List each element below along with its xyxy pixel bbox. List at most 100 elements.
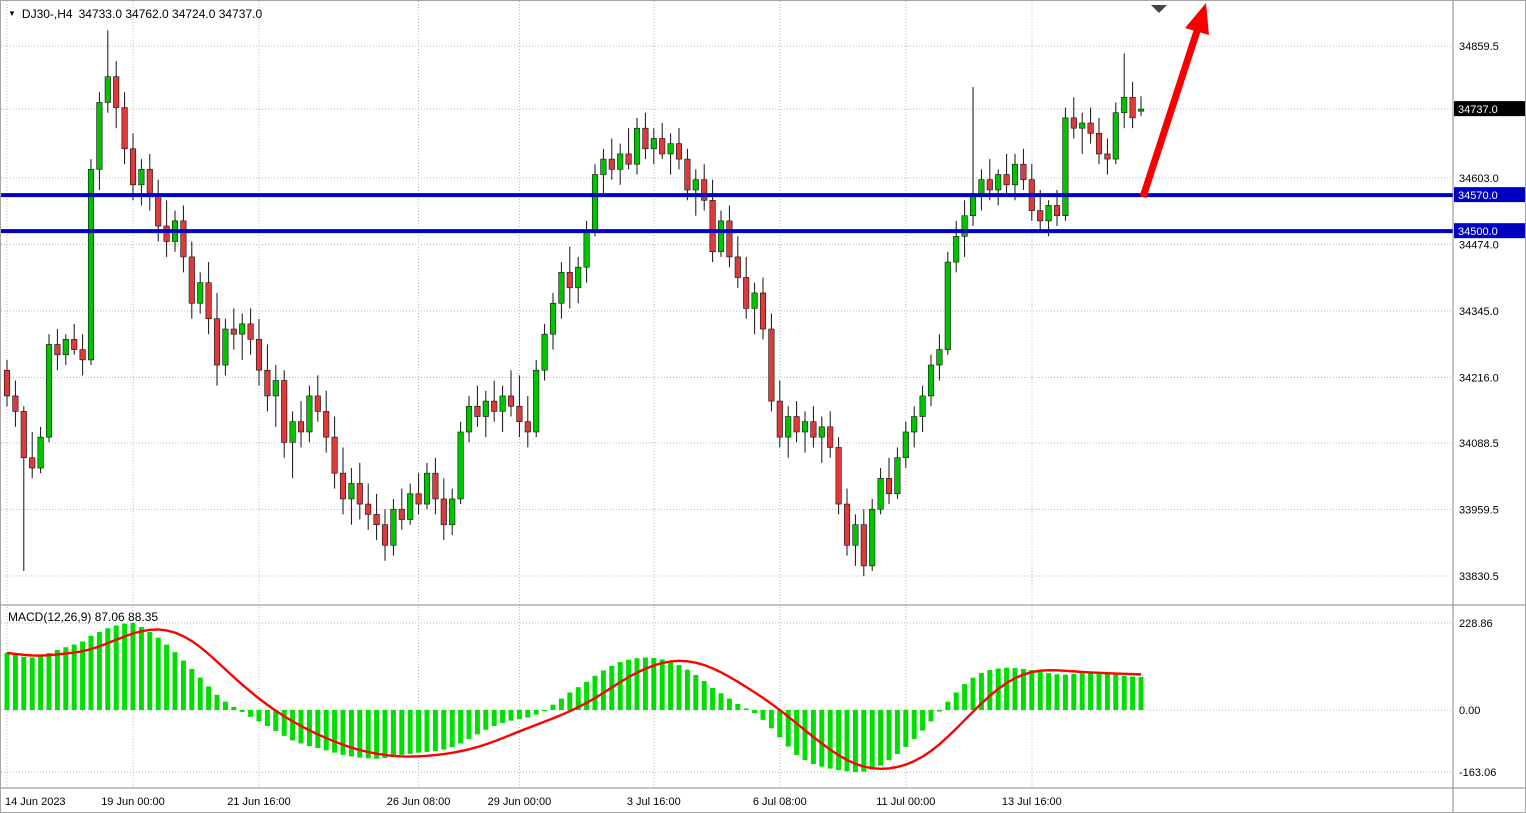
candle-bearish bbox=[885, 457, 893, 505]
candle-bullish bbox=[37, 426, 44, 474]
candle-bullish bbox=[633, 117, 641, 175]
candle-bearish bbox=[474, 385, 481, 427]
candle-bullish bbox=[45, 334, 53, 443]
candle-bearish bbox=[3, 359, 11, 407]
macd-indicator-label: MACD(12,26,9) 87.06 88.35 bbox=[8, 610, 159, 624]
candle-bearish bbox=[247, 308, 254, 355]
candle-bullish bbox=[927, 354, 935, 407]
candle-bullish bbox=[911, 406, 918, 448]
candle-bearish bbox=[1095, 117, 1103, 165]
candle-bearish bbox=[365, 483, 372, 530]
candle-bearish bbox=[608, 138, 615, 180]
candle-bullish bbox=[499, 385, 506, 432]
support-resistance-lines[interactable] bbox=[1, 193, 1453, 234]
price-axis[interactable]: 34859.5 34737.0 34603.0 34474.0 34345.0 34216… bbox=[1454, 41, 1526, 779]
candle-bullish bbox=[575, 256, 582, 304]
level-price-tag bbox=[1454, 187, 1525, 203]
candle-bearish bbox=[121, 92, 128, 165]
candle-bearish bbox=[1104, 138, 1111, 175]
candle-bearish bbox=[793, 401, 800, 443]
candle-bullish bbox=[944, 251, 951, 355]
candle-bullish bbox=[1121, 53, 1128, 129]
time-axis-label: 13 Jul 16:00 bbox=[1002, 796, 1062, 808]
candle-bullish bbox=[600, 148, 607, 196]
price-axis-label: 34603.0 bbox=[1459, 173, 1499, 185]
candle-bullish bbox=[289, 411, 296, 479]
candle-bearish bbox=[516, 375, 523, 438]
candle-bullish bbox=[541, 323, 548, 381]
current-price-tag-label: 34737.0 bbox=[1458, 104, 1498, 116]
candle-bearish bbox=[381, 509, 389, 561]
symbol-dropdown-icon[interactable]: ▼ bbox=[8, 9, 16, 18]
candle-bullish bbox=[407, 483, 414, 525]
symbol-title: DJ30-,H4 bbox=[21, 7, 73, 21]
candle-bearish bbox=[113, 61, 120, 129]
candle-bearish bbox=[675, 128, 683, 170]
candle-bearish bbox=[356, 462, 363, 520]
time-axis-label: 26 Jun 08:00 bbox=[387, 796, 451, 808]
candle-bullish bbox=[558, 262, 565, 319]
candle-bearish bbox=[205, 262, 212, 335]
candle-bullish bbox=[919, 385, 926, 432]
candle-bullish bbox=[138, 159, 145, 206]
candle-bullish bbox=[62, 334, 69, 366]
candle-bearish bbox=[54, 329, 61, 371]
candle-bearish bbox=[701, 164, 708, 211]
candle-bullish bbox=[902, 421, 909, 469]
time-axis-label: 29 Jun 00:00 bbox=[488, 796, 552, 808]
candle-bullish bbox=[449, 488, 456, 535]
candle-bullish bbox=[390, 498, 397, 556]
candle-bearish bbox=[29, 431, 36, 479]
candle-bullish bbox=[877, 468, 884, 515]
candle-bullish bbox=[961, 200, 968, 257]
candle-bearish bbox=[1070, 97, 1077, 139]
candle-bearish bbox=[709, 179, 716, 263]
candle-bearish bbox=[684, 148, 691, 201]
candle-bullish bbox=[1079, 112, 1086, 154]
candle-bearish bbox=[163, 200, 170, 257]
macd-axis-label: 0.00 bbox=[1459, 705, 1480, 717]
candle-bearish bbox=[398, 488, 405, 530]
time-axis-label: 3 Jul 16:00 bbox=[627, 796, 681, 808]
candle-bullish bbox=[549, 292, 557, 350]
candle-bearish bbox=[524, 395, 531, 448]
macd-signal-line bbox=[6, 628, 1142, 771]
candle-bullish bbox=[667, 133, 674, 175]
candle-bullish bbox=[1112, 102, 1119, 165]
candle-bearish bbox=[71, 323, 78, 355]
candle-bearish bbox=[1020, 148, 1027, 190]
level-price-tag-label: 34570.0 bbox=[1458, 190, 1498, 202]
candle-bearish bbox=[79, 334, 86, 376]
candle-bearish bbox=[415, 473, 422, 515]
price-axis-label: 33830.5 bbox=[1459, 571, 1499, 583]
candle-bullish bbox=[222, 318, 229, 376]
time-axis-label: 6 Jul 08:00 bbox=[753, 796, 807, 808]
candle-bullish bbox=[869, 498, 876, 572]
candle-bearish bbox=[281, 370, 288, 458]
candle-bearish bbox=[264, 344, 271, 412]
candle-bearish bbox=[810, 406, 817, 448]
price-axis-label: 34216.0 bbox=[1459, 372, 1499, 384]
candle-bearish bbox=[507, 370, 515, 417]
trend-arrow[interactable] bbox=[1139, 3, 1209, 199]
candle-bullish bbox=[104, 30, 111, 113]
candle-bullish bbox=[591, 164, 599, 237]
candle-bearish bbox=[566, 246, 573, 309]
time-axis-label: 21 Jun 16:00 bbox=[227, 796, 291, 808]
candle-bearish bbox=[12, 380, 19, 427]
level-price-tag-label: 34500.0 bbox=[1458, 226, 1498, 238]
candle-bullish bbox=[533, 359, 540, 438]
candle-bullish bbox=[1137, 96, 1145, 116]
time-axis-label: 14 Jun 2023 bbox=[5, 796, 66, 808]
candle-bearish bbox=[827, 411, 834, 458]
candle-bearish bbox=[373, 493, 380, 541]
price-axis-label: 34088.5 bbox=[1459, 438, 1499, 450]
candle-bearish bbox=[1087, 107, 1094, 144]
chart-shift-marker[interactable] bbox=[1151, 5, 1167, 13]
candles-layer[interactable] bbox=[3, 30, 1145, 577]
time-axis[interactable]: 14 Jun 2023 19 Jun 00:00 21 Jun 16:00 26 Ju… bbox=[5, 796, 1062, 808]
candle-bearish bbox=[1129, 81, 1136, 129]
candle-bearish bbox=[129, 133, 137, 201]
candle-bullish bbox=[953, 220, 960, 273]
